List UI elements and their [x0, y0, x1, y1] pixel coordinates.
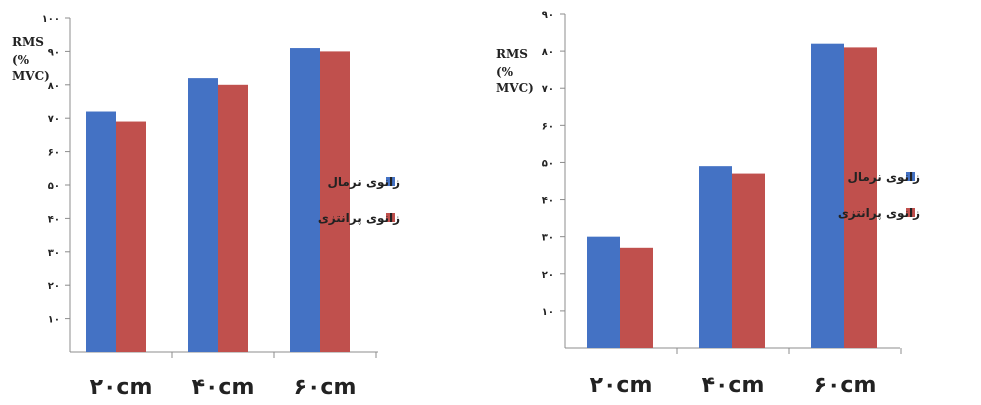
y-axis-label-line: MVC): [12, 69, 50, 83]
bar-varus: [116, 121, 146, 352]
y-axis-label-line: (%: [496, 65, 514, 79]
legend-swatch: [906, 208, 915, 217]
legend-label: زانوی نرمال: [847, 170, 920, 185]
legend-swatch: [906, 172, 915, 181]
y-tick-label: ۴۰: [48, 214, 60, 225]
y-axis-label-line: RMS: [496, 47, 528, 61]
x-category-label: ۲۰cm: [90, 375, 153, 400]
x-category-label: ۴۰cm: [192, 375, 255, 400]
chart-left: RMS (% MVC) ۱۰ ۲۰ ۳۰ ۴۰ ۵۰ ۶۰ ۷۰ ۸۰ ۹۰ ۱۰۰ ۲۰cm ۴۰cm ۶۰…: [12, 14, 400, 400]
bar-normal: [290, 48, 320, 353]
bar-varus: [218, 84, 248, 353]
legend-label: زانوی نرمال: [327, 175, 400, 190]
y-tick-label: ۷۰: [542, 84, 554, 95]
y-tick-label: ۱۰۰: [42, 14, 60, 25]
bar-varus: [620, 247, 653, 348]
legend-swatch: [386, 177, 395, 186]
bar-normal: [587, 236, 620, 348]
y-tick-label: ۵۰: [542, 158, 554, 169]
bar-normal: [86, 111, 116, 353]
x-category-label: ۲۰cm: [590, 373, 653, 398]
bar-normal: [188, 78, 218, 353]
y-axis-label-line: (%: [12, 53, 30, 67]
x-category-label: ۴۰cm: [702, 373, 765, 398]
y-tick-label: ۲۰: [48, 281, 60, 292]
y-axis-label-line: RMS: [12, 35, 44, 49]
x-category-label: ۶۰cm: [294, 375, 357, 400]
y-tick-label: ۹۰: [542, 10, 554, 21]
legend-swatch: [386, 213, 395, 222]
y-tick-label: ۳۰: [48, 248, 60, 259]
bar-normal: [699, 166, 732, 348]
y-tick-label: ۹۰: [48, 47, 60, 58]
bar-varus: [320, 51, 350, 353]
legend-label: زانوی پرانتزی: [318, 211, 400, 226]
y-tick-label: ۷۰: [48, 114, 60, 125]
y-tick-label: ۸۰: [542, 47, 554, 58]
y-tick-label: ۴۰: [542, 196, 554, 207]
y-tick-label: ۳۰: [542, 233, 554, 244]
x-category-label: ۶۰cm: [814, 373, 877, 398]
bar-varus: [732, 173, 765, 348]
y-tick-label: ۶۰: [542, 121, 554, 132]
bar-varus: [844, 47, 877, 349]
legend-label: زانوی پرانتزی: [838, 206, 920, 221]
y-tick-label: ۸۰: [48, 81, 60, 92]
y-tick-label: ۶۰: [48, 148, 60, 159]
y-tick-label: ۲۰: [542, 270, 554, 281]
y-tick-label: ۵۰: [48, 181, 60, 192]
bar-normal: [811, 43, 844, 348]
y-axis-label-line: MVC): [496, 81, 534, 95]
y-tick-label: ۱۰: [542, 307, 554, 318]
chart-right: RMS (% MVC) ۱۰ ۲۰ ۳۰ ۴۰ ۵۰ ۶۰ ۷۰ ۸۰ ۹۰ ۲۰cm ۴۰cm ۶۰cm ز…: [496, 10, 920, 398]
y-tick-label: ۱۰: [48, 315, 60, 326]
